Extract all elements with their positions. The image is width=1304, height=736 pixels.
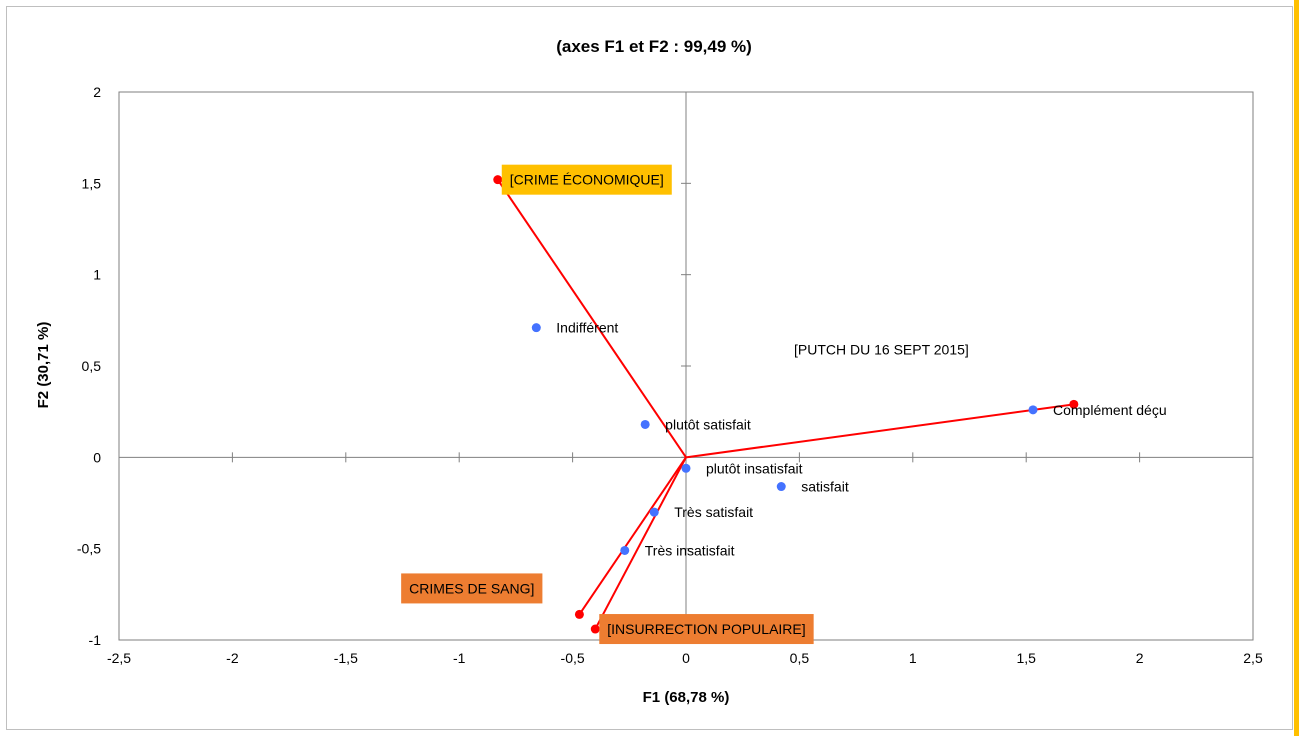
vector-point <box>590 624 600 634</box>
y-tick-label: 0,5 <box>82 358 102 374</box>
plot-area: -2,5 -2 -1,5 -1 -0,5 0 0,5 1 1,5 2 2,5 -1 -0,5 0 0,5 1 1… <box>77 84 1263 666</box>
vector-line <box>594 456 687 630</box>
x-tick-label: 1,5 <box>1016 650 1036 666</box>
data-point <box>1028 405 1038 415</box>
y-tick-label: 0 <box>93 449 101 465</box>
x-tick-label: 1 <box>909 650 917 666</box>
y-tick-label: 2 <box>93 84 101 100</box>
data-point <box>620 545 630 555</box>
vector-label: [PUTCH DU 16 SEPT 2015] <box>794 341 969 357</box>
y-axis-title: F2 (30,71 %) <box>35 322 52 409</box>
data-point <box>681 463 691 473</box>
data-point <box>649 507 659 517</box>
x-tick-label: 2,5 <box>1243 650 1263 666</box>
vector-label-box <box>501 164 672 195</box>
y-tick-label: -1 <box>89 632 102 648</box>
data-point-label: Complément déçu <box>1053 402 1167 418</box>
vector-label-box <box>401 573 543 604</box>
vector-label: [CRIME ÉCONOMIQUE] <box>510 172 664 188</box>
data-point-label: Très insatisfait <box>645 542 735 558</box>
vector-label: [INSURRECTION POPULAIRE] <box>607 621 805 637</box>
vector-point <box>574 609 584 619</box>
data-point-label: Indifférent <box>556 320 618 336</box>
vector-line <box>496 179 687 458</box>
vector-point <box>1069 399 1079 409</box>
vector-line <box>685 403 1074 459</box>
data-point <box>776 482 786 492</box>
y-tick-label: 1 <box>93 267 101 283</box>
x-tick-label: -1 <box>453 650 466 666</box>
vector-point <box>493 175 503 185</box>
x-axis-title: F1 (68,78 %) <box>643 689 730 706</box>
data-point-label: Très satisfait <box>674 504 753 520</box>
x-tick-label: -2,5 <box>107 650 131 666</box>
x-tick-label: -2 <box>226 650 239 666</box>
x-tick-label: -0,5 <box>561 650 585 666</box>
data-point-label: plutôt satisfait <box>665 416 751 432</box>
data-point-label: satisfait <box>801 479 849 495</box>
data-point <box>640 419 650 429</box>
data-point <box>531 323 541 333</box>
x-tick-label: -1,5 <box>334 650 358 666</box>
chart-frame <box>6 6 1293 730</box>
right-accent-bar <box>1294 0 1299 736</box>
data-point-label: plutôt insatisfait <box>706 460 803 476</box>
vector-label-box <box>599 614 814 645</box>
vector-line <box>578 456 687 615</box>
x-tick-label: 0 <box>682 650 690 666</box>
x-tick-label: 0,5 <box>790 650 810 666</box>
vector-label: CRIMES DE SANG] <box>409 580 534 596</box>
y-tick-label: -0,5 <box>77 541 101 557</box>
y-tick-label: 1,5 <box>82 175 102 191</box>
chart-title: (axes F1 et F2 : 99,49 %) <box>556 37 752 56</box>
x-tick-label: 2 <box>1136 650 1144 666</box>
